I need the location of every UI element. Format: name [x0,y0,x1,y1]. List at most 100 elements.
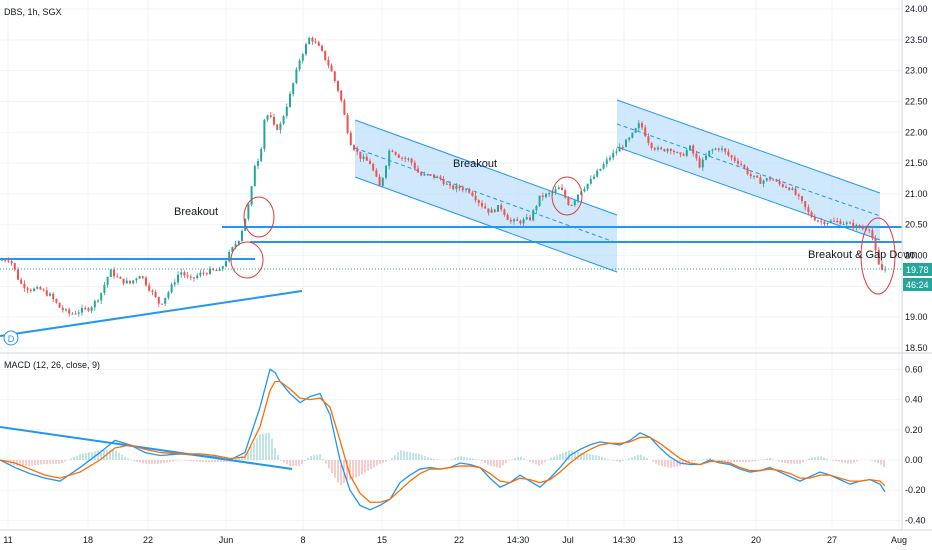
time-tick-label: 20 [751,535,761,545]
candle [55,298,58,304]
macd-label[interactable]: MACD (12, 26, close, 9) [4,360,100,370]
candle [340,89,343,103]
dividend-event-marker[interactable]: D [3,330,19,346]
candle [141,275,144,280]
candle [874,235,877,254]
candle [759,174,762,184]
candle [596,168,599,178]
candle [1,257,3,261]
candle [740,160,743,167]
candle [797,193,800,200]
candle [836,217,839,224]
candle [676,151,679,154]
candle [458,184,461,192]
candle [634,127,637,134]
candle [650,142,653,151]
candle [689,144,691,151]
candle [461,185,464,193]
candle [333,70,336,83]
candle [273,113,275,127]
candle [477,199,480,207]
candle [247,203,250,221]
candle [730,154,733,161]
candle [618,143,621,152]
candle [269,111,272,119]
candle [509,217,512,224]
candle [353,144,355,152]
candle [276,123,279,131]
macd-histogram [1,432,885,485]
candle [324,50,327,62]
price-axis[interactable]: 24.00 23.50 23.00 22.50 22.00 21.50 21.00 20.50… [905,4,928,353]
candle [733,154,736,163]
candle [765,177,768,182]
candle [45,286,48,297]
candle [135,277,138,284]
candle [285,103,288,119]
time-tick-label: 14:30 [507,535,530,545]
candle [401,156,403,161]
candle [375,168,378,178]
candle [439,174,442,181]
macd-axis[interactable]: 0.60 0.40 0.20 0.00 -0.20 -0.40 [905,364,926,525]
candle [564,188,567,199]
candle [490,207,493,213]
candle [791,186,794,191]
highlight-circles [230,176,896,295]
candle [71,311,74,315]
candle [586,183,589,191]
price-tick-label: 22.50 [905,96,928,106]
time-tick-label: 8 [300,535,305,545]
candle [487,208,490,216]
candle [545,193,547,199]
candle [199,269,202,278]
candle [647,133,650,146]
candle [717,147,720,153]
candle [701,157,704,171]
candle [513,218,515,225]
candle [305,42,307,57]
candle [327,56,330,69]
candle [682,152,685,157]
candle [615,148,618,156]
candle [762,179,765,188]
candle [365,153,368,161]
candle [311,36,314,45]
candle [858,224,861,229]
candle [17,267,19,281]
time-tick-label: 22 [454,535,464,545]
candle [743,164,746,170]
candle [557,185,560,190]
candle [378,174,381,186]
candle [170,282,173,294]
candle [49,291,51,297]
price-tick-label: 24.00 [905,4,928,14]
symbol-label[interactable]: DBS, 1h, SGX [4,7,62,17]
candle [698,155,701,169]
candle [369,158,371,165]
candle [589,175,592,186]
candle [330,63,333,72]
trendlines[interactable] [0,226,902,470]
price-tick-label: 23.00 [905,66,928,76]
candle [625,138,627,148]
candle [138,275,141,279]
candle [346,113,349,135]
time-tick-label: Jul [562,535,574,545]
circle-breakout-1b [230,241,264,279]
macd-tick-label: -0.20 [905,485,926,495]
candle [420,170,423,177]
candle [877,246,880,266]
candle [266,114,269,123]
candle [100,292,103,305]
candle [250,185,253,207]
candle [833,217,835,222]
time-axis[interactable]: 11 18 22 Jun 8 15 22 14:30 Jul 14:30 13 20 27 Aug [3,535,907,545]
candle [721,145,723,153]
candle [756,175,759,178]
candle [385,164,387,180]
time-tick-label: 14:30 [613,535,636,545]
candle [881,260,883,271]
candle [663,148,666,152]
